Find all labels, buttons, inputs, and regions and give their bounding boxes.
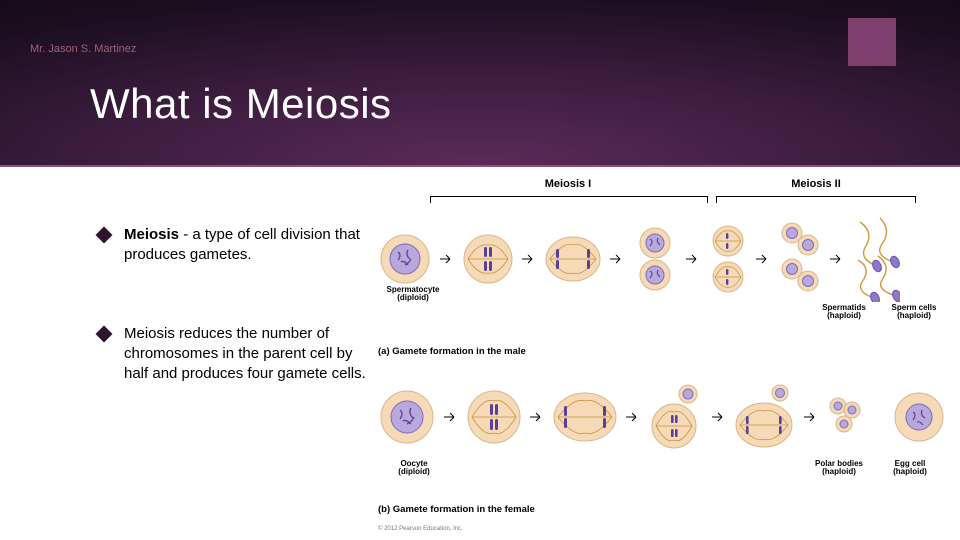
author: Mr. Jason S. Martinez	[30, 43, 136, 55]
arrow-icon	[610, 254, 624, 264]
polar-label: Polar bodies(haploid)	[808, 460, 870, 477]
arrow-icon	[522, 254, 536, 264]
cell-icon	[466, 389, 522, 445]
female-caption: (b) Gamete formation in the female	[378, 504, 535, 515]
arrow-icon	[804, 412, 818, 422]
cell-icon	[462, 233, 514, 285]
arrow-icon	[444, 412, 458, 422]
spermatocyte-label: Spermatocyte(diploid)	[378, 286, 448, 303]
bullet-text: Meiosis - a type of cell division that p…	[124, 225, 368, 266]
meiosis-diagram: Meiosis I Meiosis II	[378, 178, 948, 538]
cell-icon	[552, 391, 618, 443]
bullet-rest: Meiosis reduces the number of chromosome…	[124, 325, 366, 383]
arrow-icon	[756, 254, 770, 264]
cell-icon	[734, 383, 796, 451]
bullet-item: Meiosis reduces the number of chromosome…	[98, 324, 368, 385]
arrow-icon	[440, 254, 454, 264]
arrow-icon	[712, 412, 726, 422]
phase-label-m2: Meiosis II	[756, 178, 876, 190]
arrow-icon	[686, 254, 700, 264]
arrow-icon	[830, 254, 844, 264]
arrow-icon	[530, 412, 544, 422]
cell-icon	[378, 388, 436, 446]
bullet-text: Meiosis reduces the number of chromosome…	[124, 324, 368, 385]
header-underline	[0, 165, 960, 167]
slide: Mr. Jason S. Martinez What is Meiosis Me…	[0, 0, 960, 540]
phase-bracket-m2	[716, 196, 916, 197]
bullet-item: Meiosis - a type of cell division that p…	[98, 225, 368, 266]
cell-icon	[378, 232, 432, 286]
accent-tab	[848, 18, 896, 66]
bullet-bold: Meiosis	[124, 226, 179, 243]
bullet-icon	[96, 325, 113, 342]
female-row	[378, 382, 946, 452]
egg-label: Egg cell(haploid)	[882, 460, 938, 477]
spermatids-label: Spermatids(haploid)	[814, 304, 874, 321]
sperm-label: Sperm cells(haploid)	[884, 304, 944, 321]
polar-bodies-icon	[826, 394, 862, 440]
phase-label-m1: Meiosis I	[508, 178, 628, 190]
cell-icon	[648, 382, 704, 452]
male-caption: (a) Gamete formation in the male	[378, 346, 526, 357]
slide-title: What is Meiosis	[90, 80, 392, 128]
cell-icon	[708, 224, 748, 294]
cell-icon	[778, 219, 822, 299]
bullet-list: Meiosis - a type of cell division that p…	[98, 225, 368, 442]
spermatocyte	[378, 232, 432, 286]
oocyte-label: Oocyte(diploid)	[384, 460, 444, 477]
arrow-icon	[626, 412, 640, 422]
egg-cell-icon	[892, 390, 946, 444]
phase-bracket-m1	[430, 196, 708, 197]
sperm-icon	[852, 216, 900, 302]
male-row	[378, 216, 900, 302]
cell-icon	[544, 235, 602, 283]
bullet-icon	[96, 227, 113, 244]
oocyte	[378, 388, 436, 446]
cell-icon	[632, 227, 678, 291]
copyright: © 2012 Pearson Education, Inc.	[378, 526, 463, 532]
